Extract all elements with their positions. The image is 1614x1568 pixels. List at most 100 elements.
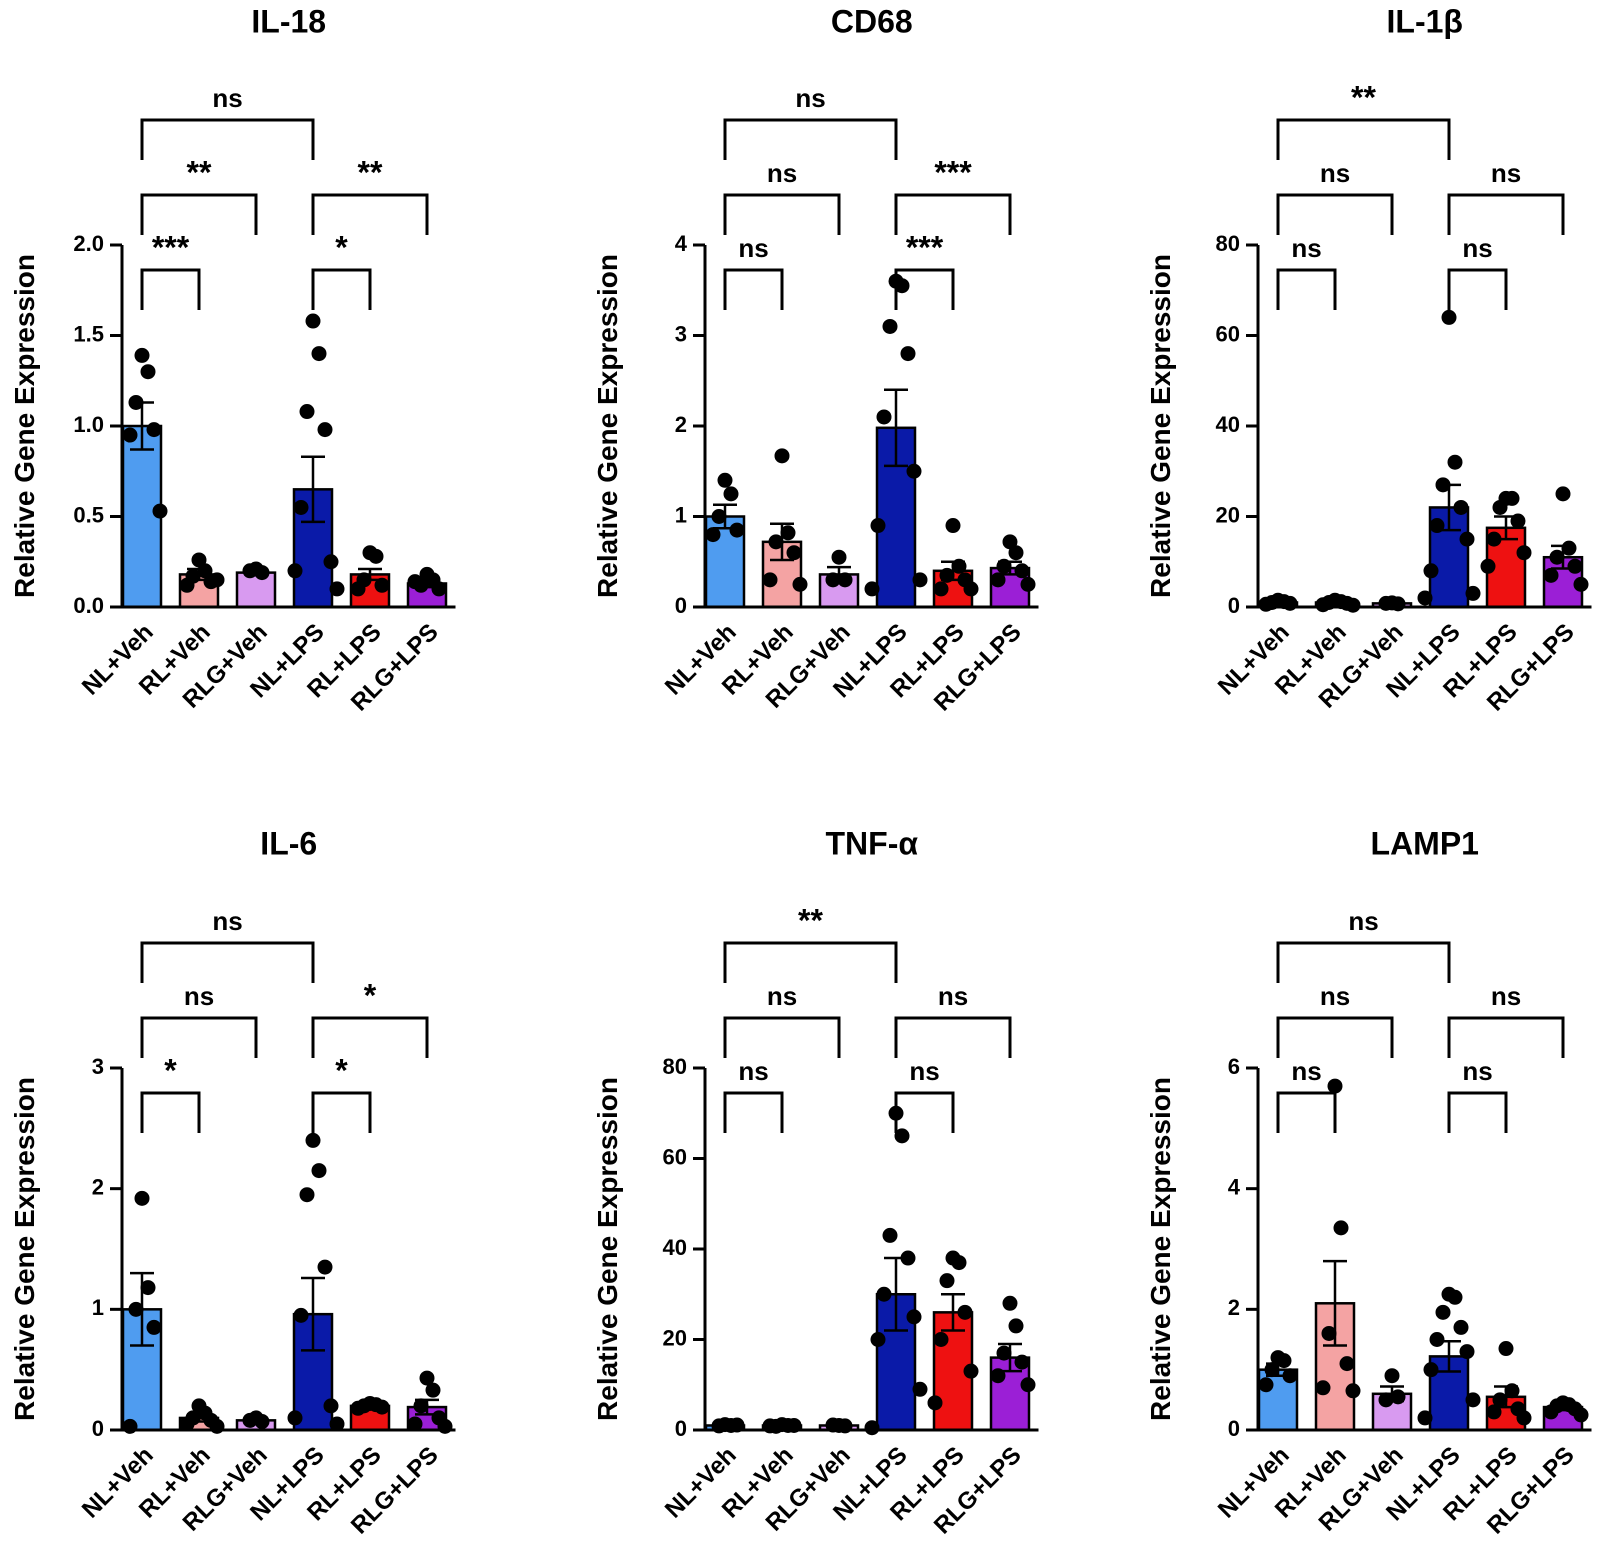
y-tick-label: 20 (1216, 502, 1240, 527)
data-point (407, 1416, 423, 1432)
data-point (1020, 576, 1036, 592)
data-point (792, 576, 808, 592)
data-point (374, 577, 390, 593)
significance-label: ns (909, 1056, 939, 1086)
significance-bracket (1276, 941, 1451, 983)
data-point (1543, 1404, 1559, 1420)
data-point (140, 1280, 156, 1296)
y-tick-label: 0 (675, 1416, 687, 1441)
data-point (894, 278, 910, 294)
significance-label: *** (934, 154, 972, 190)
y-tick-label: 4 (675, 231, 688, 256)
data-point (368, 548, 384, 564)
y-tick-label: 80 (1216, 231, 1240, 256)
y-axis-label: Relative Gene Expression (592, 1077, 623, 1421)
data-point (1516, 545, 1532, 561)
data-point (957, 1304, 973, 1320)
significance-bracket (894, 268, 955, 310)
data-point (1561, 540, 1577, 556)
y-axis-label: Relative Gene Expression (1145, 1077, 1176, 1421)
data-point (140, 364, 156, 380)
y-tick-label: 3 (675, 321, 687, 346)
significance-label: ns (212, 83, 242, 113)
data-point (1315, 1380, 1331, 1396)
y-tick-label: 6 (1228, 1054, 1240, 1079)
significance-bracket (723, 941, 898, 983)
y-tick-label: 60 (663, 1144, 687, 1169)
data-point (1549, 549, 1565, 565)
significance-label: * (364, 977, 377, 1013)
y-tick-label: 0.0 (73, 593, 104, 618)
data-point (1567, 558, 1583, 574)
data-point (1282, 1368, 1298, 1384)
significance-label: * (335, 229, 348, 265)
data-point (996, 1345, 1012, 1361)
data-point (179, 577, 195, 593)
data-point (329, 1416, 345, 1432)
data-point (1423, 563, 1439, 579)
data-point (729, 522, 745, 538)
data-point (287, 1410, 303, 1426)
axis (703, 1068, 1039, 1432)
data-point (1390, 1389, 1406, 1405)
data-point (1447, 1289, 1463, 1305)
data-point (323, 1398, 339, 1414)
data-point (1459, 1344, 1475, 1360)
data-point (864, 581, 880, 597)
data-point (1492, 1392, 1508, 1408)
significance-bracket (140, 1016, 258, 1058)
significance-bracket (1447, 1016, 1565, 1058)
data-point (1510, 513, 1526, 529)
data-point (323, 554, 339, 570)
data-point (1020, 1377, 1036, 1393)
significance-bracket (1276, 193, 1394, 235)
data-point (293, 1307, 309, 1323)
data-point (287, 563, 303, 579)
y-tick-label: 4 (1228, 1174, 1241, 1199)
axis (120, 245, 456, 609)
significance-bracket (1276, 1016, 1394, 1058)
y-tick-label: 3 (92, 1054, 104, 1079)
data-point (317, 1259, 333, 1275)
significance-label: ns (1491, 158, 1521, 188)
data-point (963, 1363, 979, 1379)
data-point (1315, 597, 1331, 613)
data-point (122, 427, 138, 443)
significance-bracket (723, 193, 841, 235)
chart-title: TNF-α (825, 825, 918, 861)
data-point (350, 1400, 366, 1416)
data-point (317, 422, 333, 438)
data-point (912, 572, 928, 588)
data-point (1264, 1362, 1280, 1378)
chart-title: CD68 (831, 3, 913, 39)
data-point (1486, 531, 1502, 547)
data-point (705, 527, 721, 543)
data-point (1453, 499, 1469, 515)
data-point (1492, 499, 1508, 515)
data-point (413, 1398, 429, 1414)
axis (120, 1068, 456, 1432)
significance-label: ns (795, 83, 825, 113)
data-point (1417, 1410, 1433, 1426)
significance-label: ** (798, 902, 823, 938)
data-point (134, 1190, 150, 1206)
data-point (209, 1418, 225, 1434)
chart-title: IL-6 (260, 825, 317, 861)
data-point (1345, 1383, 1361, 1399)
significance-label: ns (1291, 1056, 1321, 1086)
data-point (996, 558, 1012, 574)
y-tick-label: 0 (92, 1416, 104, 1441)
data-point (1465, 585, 1481, 601)
significance-bracket (311, 268, 372, 310)
data-point (882, 318, 898, 334)
data-point (1573, 576, 1589, 592)
data-point (1573, 1407, 1589, 1423)
data-point (1378, 595, 1394, 611)
data-point (299, 404, 315, 420)
y-tick-label: 2 (92, 1174, 104, 1199)
data-point (1417, 590, 1433, 606)
